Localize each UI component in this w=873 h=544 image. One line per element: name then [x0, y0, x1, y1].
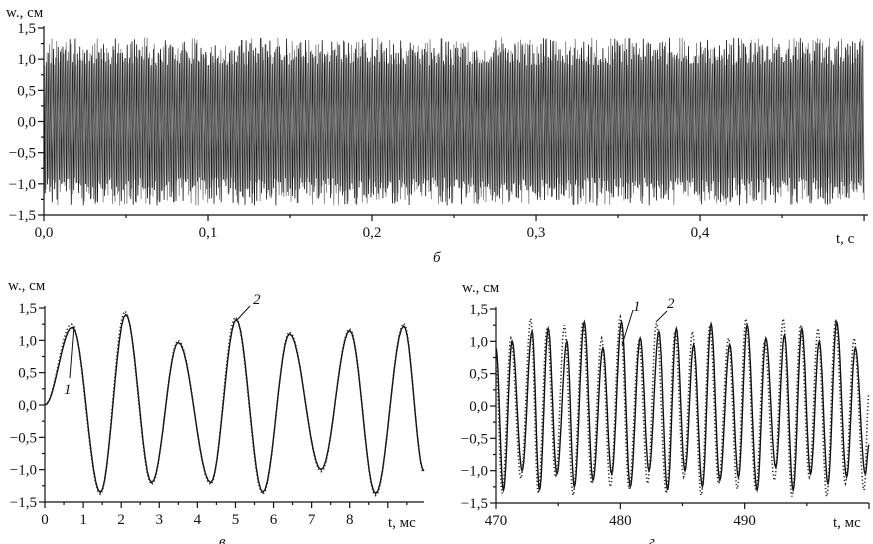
svg-text:1: 1	[64, 382, 72, 398]
x-tick-label: 0,4	[691, 225, 710, 241]
chart-b-ylabel: w., см	[6, 5, 44, 21]
chart-v-caption: в	[219, 534, 226, 544]
x-tick-label: 4	[194, 512, 202, 528]
chart-v-series-2-line	[44, 309, 425, 497]
x-tick-label: 470	[485, 513, 508, 529]
x-tick-label: 0,0	[35, 225, 54, 241]
chart-b: 1,51,00,50,0−0,5−1,0−1,50,0 0,1 0,2 0,3 0,4	[9, 21, 868, 241]
chart-g-series-2-line	[495, 313, 870, 500]
y-tick-label: 0,0	[18, 398, 37, 414]
chart-g-ylabel: w., см	[462, 280, 500, 296]
y-tick-label: −0,5	[10, 430, 37, 446]
chart-g-annotation-1: 1	[621, 299, 641, 346]
x-tick-label: 7	[308, 512, 316, 528]
y-tick-label: −1,5	[461, 496, 488, 512]
y-tick-label: −0,5	[461, 431, 488, 447]
x-tick-label: 5	[232, 512, 240, 528]
y-tick-label: 1,5	[18, 301, 37, 317]
y-tick-label: −1,0	[9, 177, 36, 193]
y-tick-label: 0,5	[17, 83, 36, 99]
x-tick-label: 3	[156, 512, 164, 528]
y-tick-label: −0,5	[9, 146, 36, 162]
y-tick-label: −1,0	[10, 463, 37, 479]
chart-g-caption: г	[649, 534, 655, 544]
svg-text:1: 1	[633, 299, 641, 315]
x-tick-label: 8	[346, 512, 354, 528]
chart-v-series-1-line	[44, 313, 425, 495]
y-tick-label: 1,5	[17, 21, 36, 37]
chart-v-annotation-2: 2	[236, 292, 261, 321]
y-tick-label: 0,5	[18, 366, 37, 382]
chart-b-xlabel: t, с	[836, 231, 855, 247]
y-tick-label: −1,5	[10, 495, 37, 511]
y-tick-label: 1,0	[17, 52, 36, 68]
y-tick-label: 0,5	[469, 367, 488, 383]
chart-v: 1,5 1,0 0,5 0,0 −0,5 −1,0 −1,50 1 2 3 4 5 6 7 8	[10, 301, 425, 528]
x-tick-label: 0,3	[527, 225, 546, 241]
chart-v-annotation-1: 1	[64, 325, 75, 398]
chart-v-ylabel: w., см	[8, 278, 46, 294]
y-tick-label: −1,0	[461, 464, 488, 480]
y-tick-label: 0,0	[17, 115, 36, 131]
chart-b-series-line	[44, 37, 865, 206]
chart-b-caption: б	[433, 250, 441, 266]
x-tick-label: 0,1	[199, 225, 218, 241]
chart-g-xlabel: t, мс	[833, 515, 861, 531]
y-tick-label: 1,5	[469, 302, 488, 318]
svg-text:2: 2	[667, 296, 675, 312]
y-tick-label: 0,0	[469, 399, 488, 415]
x-tick-label: 6	[270, 512, 278, 528]
svg-text:2: 2	[253, 292, 261, 308]
chart-v-xlabel: t, мс	[388, 515, 416, 531]
x-tick-label: 2	[117, 512, 125, 528]
y-tick-label: 1,0	[18, 333, 37, 349]
x-tick-label: 480	[609, 513, 632, 529]
y-tick-label: 1,0	[469, 334, 488, 350]
x-tick-label: 0,2	[363, 225, 382, 241]
x-tick-label: 1	[79, 512, 87, 528]
y-tick-label: −1,5	[9, 208, 36, 224]
x-tick-label: 0	[41, 512, 49, 528]
chart-g-annotation-2: 2	[655, 296, 675, 323]
x-tick-label: 490	[733, 513, 756, 529]
